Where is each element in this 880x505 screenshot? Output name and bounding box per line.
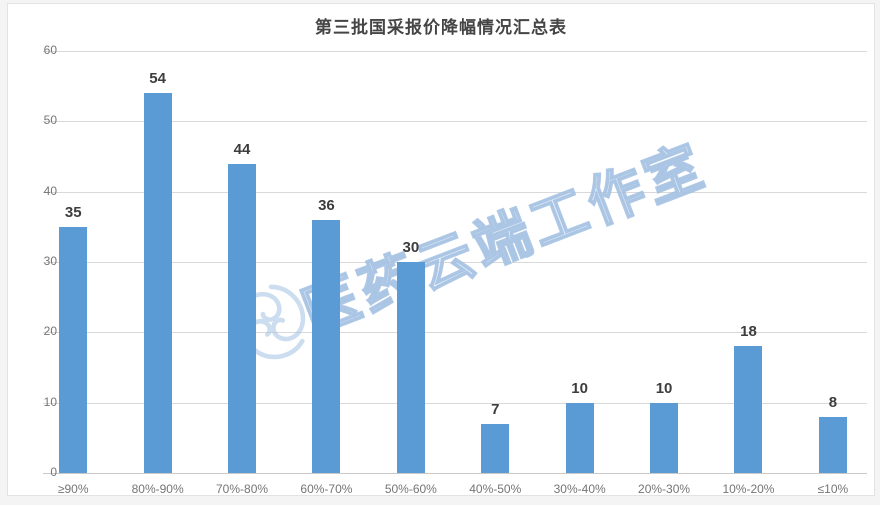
bar-70%-80% xyxy=(228,164,257,473)
y-tick-label: 50 xyxy=(43,113,57,128)
chart-title: 第三批国采报价降幅情况汇总表 xyxy=(315,18,567,37)
y-tick-label: 40 xyxy=(43,183,57,198)
gridline-y40 xyxy=(43,191,867,193)
y-tick-label: 20 xyxy=(43,324,57,339)
y-tick-label: 10 xyxy=(43,394,57,409)
x-tick-label: 20%-30% xyxy=(638,482,691,496)
x-tick-label: 40%-50% xyxy=(469,482,522,496)
value-label: 44 xyxy=(233,141,251,158)
x-tick-label: 80%-90% xyxy=(131,482,184,496)
bars-layer: 35 ≥90% 54 80%-90% 44 70%-80% 36 60%-70% 30 50%-6… xyxy=(31,51,875,496)
value-label: 30 xyxy=(402,239,420,256)
bar-30%-40% xyxy=(565,403,594,473)
value-label: 54 xyxy=(149,70,166,87)
x-tick-label: 50%-60% xyxy=(384,482,437,496)
x-tick-label: ≥90% xyxy=(57,482,89,496)
bar-slot: 44 70%-80% xyxy=(200,51,284,496)
gridline-y10 xyxy=(43,402,867,404)
bar-10%-20% xyxy=(734,346,763,473)
y-tick-label: 30 xyxy=(43,254,57,268)
x-tick-label: 10%-20% xyxy=(722,482,775,496)
gridline-y20 xyxy=(43,332,867,334)
bar-slot: 10 30%-40% xyxy=(537,51,621,496)
bar-≥90% xyxy=(59,227,88,473)
bar-slot: 18 10%-20% xyxy=(706,51,790,496)
value-label: 7 xyxy=(491,401,500,418)
bar-slot: 8 ≤10% xyxy=(791,51,875,496)
bar-80%-90% xyxy=(143,93,172,473)
value-label: 36 xyxy=(318,197,335,214)
x-tick-label: ≤10% xyxy=(817,482,849,496)
bar-50%-60% xyxy=(396,262,425,473)
x-tick-label: 70%-80% xyxy=(216,482,269,496)
value-label: 8 xyxy=(828,394,838,411)
bar-slot: 35 ≥90% xyxy=(31,51,115,496)
y-tick-label: 60 xyxy=(43,43,57,57)
gridline-y50 xyxy=(43,121,867,123)
bar-slot: 54 80%-90% xyxy=(115,51,199,496)
bar-60%-70% xyxy=(312,220,341,473)
bar-≤10% xyxy=(818,417,847,473)
gridline-y60 xyxy=(43,51,867,52)
gridline-y0 xyxy=(43,473,867,474)
chart-frame: 第三批国采报价降幅情况汇总表 0 10 20 30 40 50 60 医药云端工作室 35 ≥… xyxy=(7,3,875,496)
gridline-y30 xyxy=(43,262,867,263)
plot-area: 0 10 20 30 40 50 60 医药云端工作室 35 ≥90% 54 80%-90% 44 7… xyxy=(31,43,875,496)
value-label: 18 xyxy=(740,323,757,340)
bar-slot: 36 60%-70% xyxy=(284,51,368,496)
value-label: 35 xyxy=(64,204,82,221)
bar-slot: 30 50%-60% xyxy=(369,51,453,496)
bar-40%-50% xyxy=(481,424,510,473)
y-tick-label: 0 xyxy=(50,465,57,479)
bar-20%-30% xyxy=(650,403,679,473)
x-tick-label: 60%-70% xyxy=(300,482,353,496)
value-label: 10 xyxy=(655,380,673,397)
value-label: 10 xyxy=(571,380,588,397)
x-tick-label: 30%-40% xyxy=(553,482,606,496)
bar-slot: 10 20%-30% xyxy=(622,51,706,496)
bar-slot: 7 40%-50% xyxy=(453,51,537,496)
